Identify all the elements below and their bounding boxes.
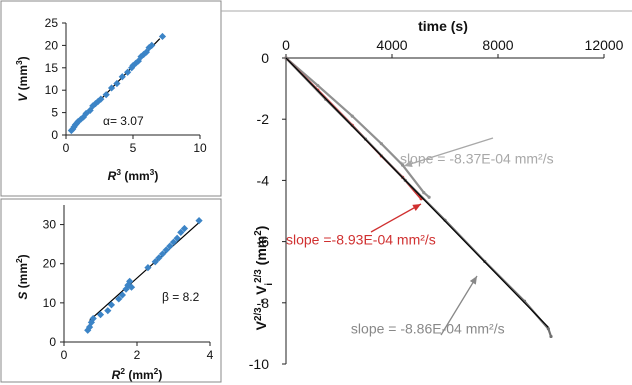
data-point: [97, 95, 105, 103]
y-tick-label: 0: [49, 335, 56, 349]
data-point: [158, 32, 167, 41]
arrow-head: [412, 204, 421, 211]
series-point: [546, 327, 550, 331]
data-point: [104, 307, 112, 315]
y-tick-label: -4: [257, 172, 270, 188]
data-point: [126, 277, 134, 285]
data-point: [102, 91, 110, 99]
data-point: [127, 283, 136, 291]
y-tick-label: 0: [261, 50, 269, 66]
x-tick-label: 12000: [585, 37, 624, 53]
y-tick-label: 5: [51, 106, 58, 120]
annotation-arrow: [403, 137, 494, 167]
data-point: [144, 264, 152, 272]
data-point: [177, 228, 185, 236]
y-tick-label: 10: [45, 83, 59, 97]
series-point: [379, 142, 383, 146]
data-point: [87, 318, 95, 327]
data-point: [113, 79, 121, 88]
y-tick-label: 30: [43, 218, 57, 232]
y-tick-label: -8: [257, 295, 270, 311]
series-point: [350, 114, 354, 118]
data-point: [115, 295, 123, 303]
x-tick-label: 5: [130, 141, 137, 155]
arrow-head: [404, 160, 413, 167]
arrow-head: [469, 276, 477, 285]
data-point: [169, 238, 178, 246]
x-tick-label: 4: [207, 348, 214, 362]
y-tick-label: 20: [43, 257, 57, 271]
fit-line: [89, 222, 200, 321]
data-point: [79, 113, 88, 121]
annotation-arrow: [440, 275, 478, 336]
y-tick-label: -6: [257, 234, 270, 250]
chart-v-vs-r3: 0 5 10 0 5 10 15 20 25 α= 3.07 R3 (mm3) V (mm3): [14, 16, 207, 183]
y-tick-label: 10: [43, 296, 57, 310]
x-axis-label: time (s): [418, 18, 468, 34]
data-point: [155, 254, 163, 262]
slope-annotation: slope = -8.86E-04 mm²/s: [351, 320, 505, 336]
x-tick-label: 0: [282, 37, 290, 53]
panel-a-frame: [0, 0, 222, 197]
series-point: [427, 195, 431, 199]
data-point: [89, 314, 97, 323]
panel-b-frame: [0, 198, 222, 383]
data-point: [166, 242, 174, 250]
series-point: [549, 334, 553, 339]
data-point: [162, 246, 170, 254]
annotation-arrow: [370, 203, 422, 233]
x-tick-label: 0: [61, 348, 68, 362]
chart-volume-vs-time: 0 4000 8000 12000 0 -2 -4 -6 -8 -10 time (s) V2/3 -…: [249, 18, 624, 372]
series-point: [401, 163, 405, 167]
data-point: [124, 68, 132, 76]
data-point: [180, 224, 189, 233]
data-point: [151, 258, 159, 266]
series-point: [422, 191, 426, 195]
x-axis-label: R2 (mm2): [112, 366, 163, 382]
data-point: [158, 250, 167, 258]
data-point: [96, 311, 105, 319]
data-point: [107, 84, 116, 92]
data-point: [118, 291, 126, 299]
series-point: [316, 83, 320, 88]
fit-annotation: α= 3.07: [103, 114, 144, 128]
y-tick-label: 0: [51, 128, 58, 142]
y-axis-label: V (mm3): [14, 56, 30, 101]
data-point: [173, 234, 181, 242]
x-tick-label: 2: [134, 348, 141, 362]
data-point: [195, 217, 203, 225]
y-tick-label: 25: [45, 16, 59, 30]
y-tick-label: -2: [257, 111, 270, 127]
series-line: [285, 57, 549, 328]
x-tick-label: 0: [63, 141, 70, 155]
data-point: [140, 50, 148, 58]
y-tick-label: 20: [45, 38, 59, 52]
data-point: [107, 301, 116, 309]
y-axis-label: S (mm2): [14, 254, 30, 299]
slope-annotation: slope =-8.93E-04 mm²/s: [286, 232, 436, 248]
data-point: [148, 41, 156, 49]
x-axis-label: R3 (mm3): [108, 167, 159, 183]
chart-s-vs-r2: 0 2 4 0 10 20 30 β = 8.2 R2 (mm2) S (mm2): [14, 205, 214, 382]
data-point: [118, 73, 126, 81]
data-point: [134, 57, 142, 65]
x-tick-label: 10: [193, 141, 207, 155]
x-tick-label: 4000: [376, 37, 407, 53]
data-point: [122, 285, 130, 293]
y-axis-label: V2/3 - Vi2/3 (mm2): [253, 226, 275, 331]
y-tick-label: -10: [249, 356, 269, 372]
slope-annotation: slope = -8.37E-04 mm²/s: [400, 151, 554, 167]
y-tick-label: 15: [45, 61, 59, 75]
fit-annotation: β = 8.2: [162, 290, 200, 304]
x-tick-label: 8000: [482, 37, 513, 53]
